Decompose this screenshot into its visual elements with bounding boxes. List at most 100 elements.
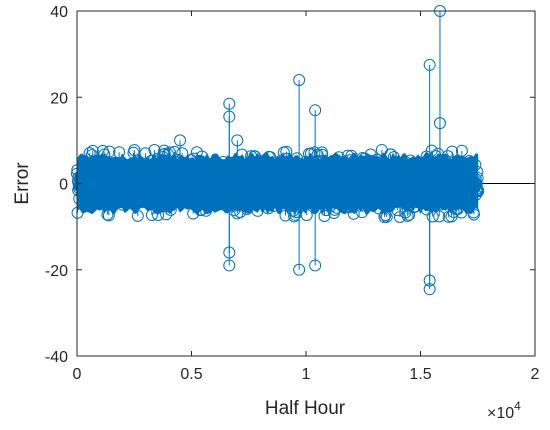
- outlier-marker: [433, 117, 446, 130]
- outlier-marker: [309, 259, 322, 272]
- y-tick-label: 20: [50, 90, 68, 107]
- y-tick-label: 40: [50, 4, 68, 21]
- stem-marker: [113, 146, 126, 159]
- axis-ticks: 0 0.5 1 1.5 2 -40 -20 0 20 40: [45, 4, 540, 383]
- outlier-marker: [293, 74, 306, 86]
- outlier-marker: [231, 134, 244, 147]
- stem-marker: [470, 177, 483, 190]
- outlier-marker: [293, 263, 306, 276]
- stem-marker: [356, 206, 369, 219]
- stem-marker: [328, 203, 341, 216]
- stem-marker: [245, 150, 258, 163]
- outlier-marker: [223, 110, 236, 123]
- stem-marker: [103, 145, 116, 158]
- stem-marker: [176, 147, 189, 160]
- stem-marker: [387, 151, 400, 164]
- stem-marker: [472, 185, 485, 198]
- stem-marker: [372, 202, 385, 215]
- stem-marker: [447, 206, 460, 219]
- stem-marker: [71, 206, 84, 219]
- stem-marker: [195, 203, 208, 216]
- stem-marker: [163, 146, 176, 159]
- stem-marker: [357, 199, 370, 212]
- x-tick-label: 2: [531, 366, 540, 383]
- stem-marker: [235, 148, 248, 161]
- stem-marker: [318, 210, 331, 222]
- stem-marker: [274, 195, 287, 208]
- stem-marker: [463, 155, 476, 168]
- y-tick-label: -20: [45, 263, 68, 280]
- stem-marker: [151, 158, 164, 171]
- y-tick-label: 0: [59, 177, 68, 194]
- stem-marker: [432, 147, 445, 160]
- stem-marker: [332, 151, 345, 164]
- stem-marker: [187, 152, 200, 165]
- stem-marker: [370, 153, 383, 166]
- stem-marker: [379, 209, 392, 222]
- stem-marker: [152, 209, 165, 222]
- outlier-marker: [423, 283, 436, 296]
- stem-marker: [353, 196, 366, 209]
- stem-series-dense: [71, 143, 485, 224]
- stem-marker: [297, 197, 310, 210]
- outlier-marker: [423, 58, 436, 71]
- stem-marker: [283, 162, 296, 175]
- stem-marker: [145, 209, 158, 222]
- stem-marker: [347, 207, 360, 220]
- stem-marker: [249, 150, 262, 163]
- outlier-marker: [174, 134, 187, 147]
- x-axis-multiplier-base: ×10: [487, 405, 514, 422]
- stem-marker: [259, 196, 272, 209]
- stem-marker: [128, 144, 141, 157]
- stem-marker: [467, 208, 480, 221]
- stem-marker: [300, 209, 313, 222]
- x-tick-label: 0: [73, 366, 82, 383]
- outlier-marker: [223, 97, 236, 110]
- stem-marker: [384, 148, 397, 161]
- stem-marker: [280, 145, 293, 158]
- stem-marker: [85, 149, 98, 162]
- stem-marker: [264, 151, 277, 164]
- plot-content: [71, 5, 535, 296]
- stem-marker: [307, 198, 320, 211]
- stem-marker: [131, 209, 144, 222]
- stem-marker: [217, 155, 230, 168]
- stem-marker: [139, 147, 152, 160]
- stem-marker: [142, 160, 155, 173]
- x-axis-label: Half Hour: [265, 398, 346, 419]
- stem-marker: [455, 206, 468, 219]
- stem-marker: [433, 210, 446, 223]
- stem-marker: [102, 157, 115, 170]
- stem-marker: [187, 207, 200, 220]
- stem-marker: [451, 202, 464, 215]
- stem-marker: [98, 161, 111, 174]
- stem-marker: [455, 144, 468, 157]
- x-axis-multiplier: ×104: [487, 399, 521, 422]
- stem-marker: [102, 209, 115, 222]
- stem-marker: [380, 210, 393, 223]
- stem-marker: [229, 155, 242, 168]
- stem-marker: [106, 157, 119, 170]
- stem-marker: [200, 204, 213, 217]
- stem-outliers: [174, 5, 446, 296]
- stem-marker: [164, 203, 177, 216]
- stem-marker: [161, 148, 174, 161]
- outlier-marker: [223, 259, 236, 272]
- x-tick-label: 1: [302, 366, 311, 383]
- stem-marker: [330, 201, 343, 214]
- stem-marker: [426, 210, 439, 223]
- stem-marker: [428, 198, 441, 211]
- stem-marker: [161, 195, 174, 208]
- stem-marker: [446, 145, 459, 158]
- stem-marker: [391, 204, 404, 217]
- x-axis-multiplier-exponent: 4: [514, 399, 521, 413]
- stem-marker: [212, 193, 225, 206]
- stem-marker: [133, 155, 146, 168]
- stem-marker: [158, 147, 171, 160]
- stem-marker: [86, 144, 99, 157]
- stem-marker: [290, 152, 303, 165]
- stem-marker: [160, 208, 173, 221]
- stem-marker: [471, 171, 484, 184]
- x-tick-label: 0.5: [180, 366, 202, 383]
- stem-marker: [196, 150, 209, 163]
